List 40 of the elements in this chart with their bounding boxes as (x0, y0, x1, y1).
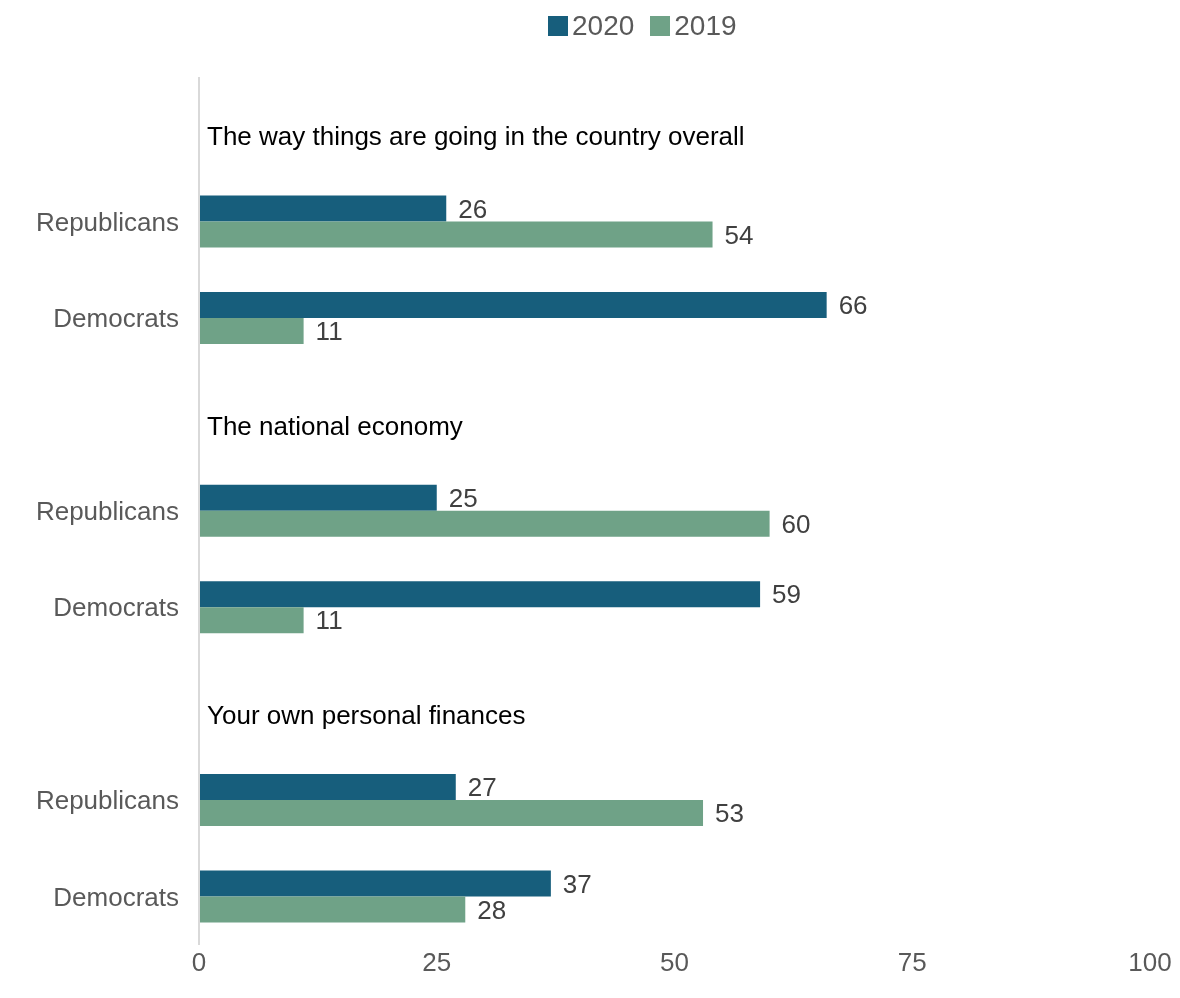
data-label: 53 (715, 798, 744, 829)
data-label: 66 (838, 290, 868, 321)
y-tick-label: Democrats (53, 592, 179, 623)
data-label: 27 (467, 772, 497, 803)
y-tick-label: Democrats (53, 303, 179, 334)
data-label: 28 (477, 894, 507, 925)
data-label: 54 (724, 219, 754, 250)
bar (199, 510, 770, 537)
bar (199, 195, 447, 222)
bar (199, 317, 304, 344)
x-tick-label: 25 (422, 947, 452, 978)
x-tick-label: 50 (660, 947, 689, 978)
annotation: Your own personal finances (207, 699, 526, 730)
data-label: 60 (781, 509, 811, 540)
data-label: 59 (772, 579, 802, 610)
y-tick-label: Democrats (53, 881, 179, 912)
bar (199, 800, 704, 827)
y-tick-label: Republicans (35, 785, 179, 816)
y-tick-label: Republicans (35, 496, 179, 526)
data-label: 11 (315, 605, 343, 636)
data-label: 26 (458, 193, 488, 224)
data-label: 11 (315, 316, 343, 347)
bar (199, 870, 551, 897)
bar (199, 221, 713, 248)
x-tick-label: 75 (897, 947, 927, 978)
x-tick-label: 0 (191, 947, 207, 978)
x-tick-label: 100 (1128, 947, 1172, 978)
legend-label: 2019 (674, 10, 737, 42)
annotation: The national economy (207, 410, 463, 441)
data-label: 25 (448, 483, 478, 514)
y-tick-label: Republicans (35, 206, 179, 237)
annotation: The way things are going in the country overall (207, 121, 745, 152)
legend-label: 2020 (572, 10, 635, 42)
bar (199, 484, 437, 511)
data-label: 37 (562, 868, 592, 899)
bar (199, 291, 827, 318)
bar (199, 896, 466, 923)
bar (199, 581, 761, 608)
bar (199, 774, 456, 801)
bar (199, 607, 304, 634)
